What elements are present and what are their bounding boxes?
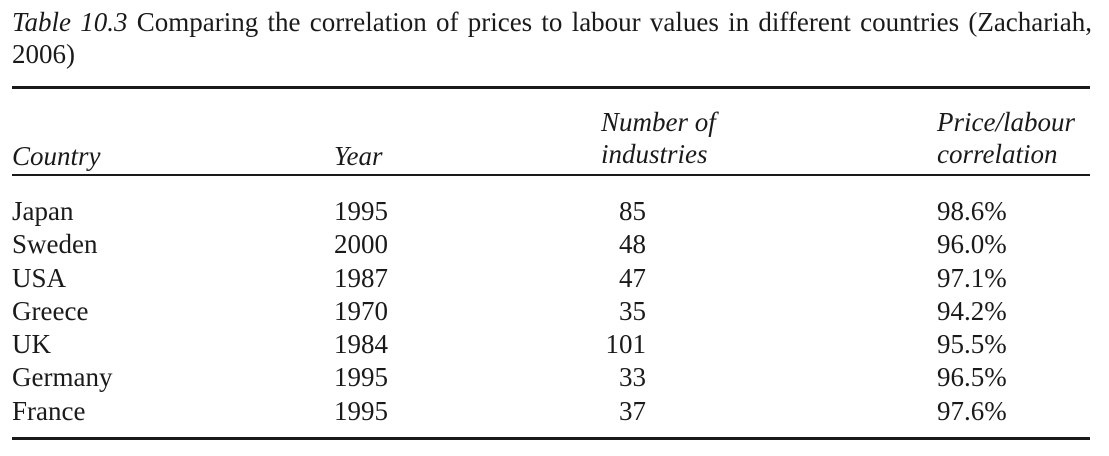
column-header-industries: Number of industries xyxy=(601,106,761,170)
cell-country: Japan xyxy=(12,196,74,226)
cell-correlation: 96.0% xyxy=(937,229,1007,260)
top-rule xyxy=(12,86,1090,89)
cell-correlation: 94.2% xyxy=(937,295,1007,326)
table-row: Sweden 2000 48 96.0% xyxy=(0,228,1109,261)
cell-correlation: 95.5% xyxy=(937,329,1007,360)
cell-country: USA xyxy=(12,262,67,293)
cell-correlation: 97.6% xyxy=(937,395,1007,426)
cell-industries: 85 xyxy=(619,196,646,226)
cell-correlation: 96.5% xyxy=(937,362,1007,393)
cell-year: 1970 xyxy=(334,295,388,326)
cell-year: 1995 xyxy=(334,362,388,393)
column-header-correlation: Price/labour correlation xyxy=(937,106,1097,170)
column-header-correlation-line1: Price/labour xyxy=(937,107,1075,137)
cell-year: 1984 xyxy=(334,329,388,360)
table-row: Germany 1995 33 96.5% xyxy=(0,361,1109,394)
column-header-industries-line1: Number of xyxy=(601,107,716,137)
column-header-correlation-line2: correlation xyxy=(937,139,1058,169)
table-row: Greece 1970 35 94.2% xyxy=(0,295,1109,328)
column-header-year: Year xyxy=(334,141,383,171)
cell-industries: 33 xyxy=(619,362,646,393)
cell-industries: 48 xyxy=(619,229,646,260)
cell-year: 1995 xyxy=(334,196,388,226)
cell-country: France xyxy=(12,395,86,426)
cell-correlation: 98.6% xyxy=(937,196,1007,226)
column-header-industries-line2: industries xyxy=(601,139,708,169)
table-row: UK 1984 101 95.5% xyxy=(0,328,1109,361)
cell-year: 2000 xyxy=(334,229,388,260)
cell-correlation: 97.1% xyxy=(937,262,1007,293)
cell-country: Germany xyxy=(12,362,113,393)
table-row: France 1995 37 97.6% xyxy=(0,395,1109,428)
caption-text: Comparing the correlation of prices to l… xyxy=(12,7,1093,69)
bottom-rule xyxy=(12,437,1090,440)
table-body: Japan 1995 85 98.6% Sweden 2000 48 96.0%… xyxy=(0,195,1109,428)
cell-country: Greece xyxy=(12,295,89,326)
table-number: Table 10.3 xyxy=(12,7,128,37)
header-rule xyxy=(12,174,1090,176)
table-caption: Table 10.3 Comparing the correlation of … xyxy=(12,6,1092,70)
cell-industries: 47 xyxy=(619,262,646,293)
cell-country: Sweden xyxy=(12,229,98,260)
cell-year: 1987 xyxy=(334,262,388,293)
cell-country: UK xyxy=(12,329,51,360)
cell-industries: 101 xyxy=(605,329,647,360)
table-row: USA 1987 47 97.1% xyxy=(0,262,1109,295)
cell-industries: 35 xyxy=(619,295,646,326)
table-row: Japan 1995 85 98.6% xyxy=(0,195,1109,228)
column-header-country: Country xyxy=(12,141,101,171)
cell-year: 1995 xyxy=(334,395,388,426)
cell-industries: 37 xyxy=(619,395,646,426)
